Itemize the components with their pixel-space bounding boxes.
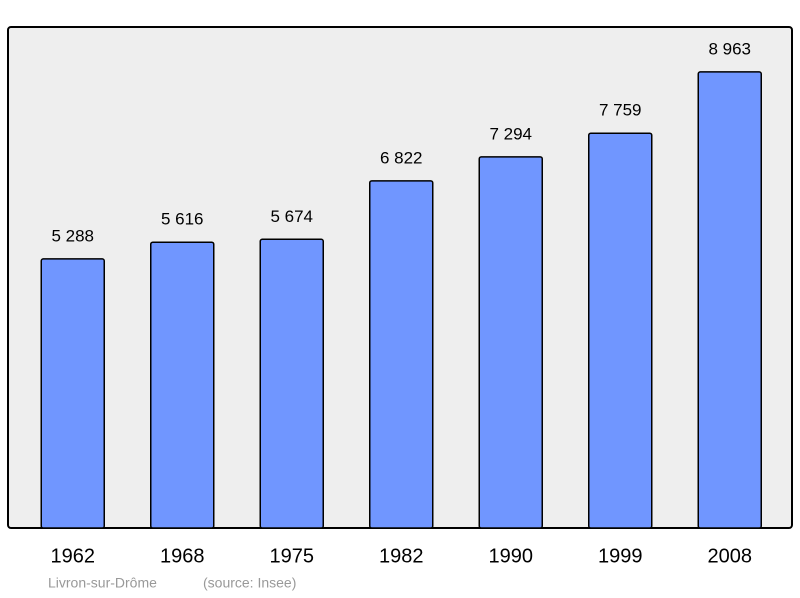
value-label: 7 759 bbox=[599, 101, 642, 120]
bar bbox=[40, 258, 105, 529]
bar bbox=[478, 156, 543, 529]
bar bbox=[150, 241, 215, 529]
value-label: 5 616 bbox=[161, 210, 204, 229]
source-caption: (source: Insee) bbox=[203, 575, 296, 591]
bar bbox=[369, 180, 434, 529]
x-tick-label: 1975 bbox=[270, 545, 315, 567]
x-tick-label: 1982 bbox=[379, 545, 424, 567]
value-label: 5 674 bbox=[270, 207, 313, 226]
x-tick-label: 1990 bbox=[489, 545, 534, 567]
place-caption: Livron-sur-Drôme bbox=[48, 575, 157, 591]
value-label: 5 288 bbox=[51, 226, 94, 245]
bar bbox=[697, 71, 762, 529]
value-label: 7 294 bbox=[489, 124, 532, 143]
x-tick-label: 1968 bbox=[160, 545, 205, 567]
x-tick-label: 2008 bbox=[708, 545, 753, 567]
value-label: 6 822 bbox=[380, 148, 423, 167]
x-tick-label: 1962 bbox=[51, 545, 96, 567]
x-tick-label: 1999 bbox=[598, 545, 643, 567]
value-label: 8 963 bbox=[708, 39, 751, 58]
bar bbox=[588, 132, 653, 529]
bar bbox=[259, 238, 324, 529]
